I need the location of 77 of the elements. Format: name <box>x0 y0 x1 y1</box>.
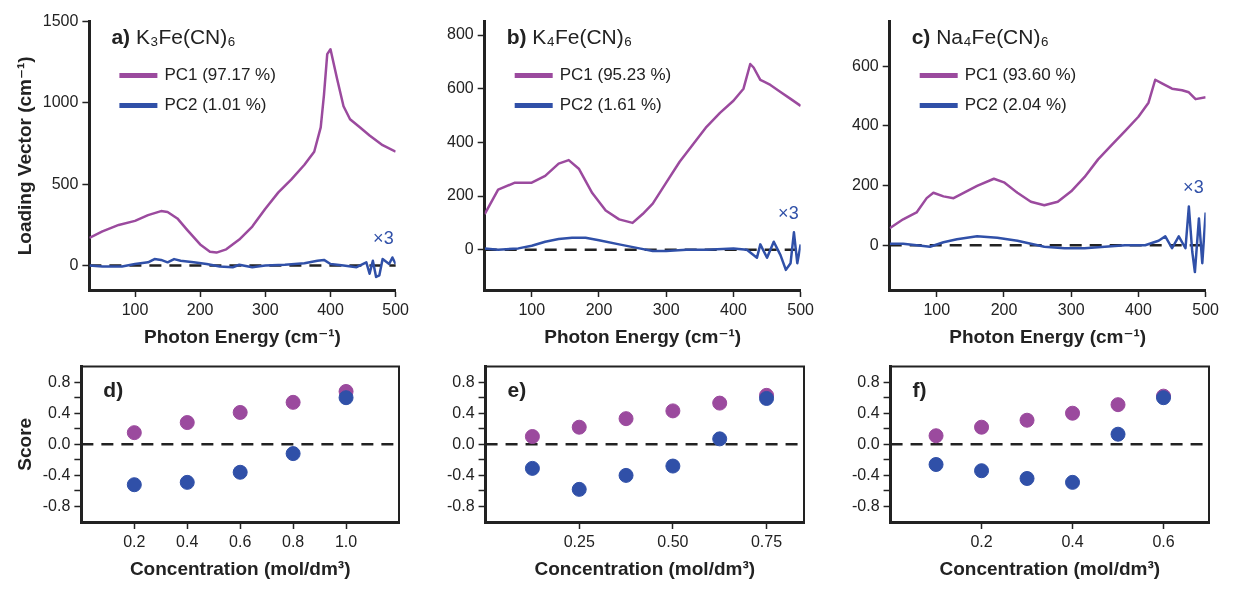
annotation: ×3 <box>778 203 799 224</box>
x-axis-title: Photon Energy (cm⁻¹) <box>144 325 341 347</box>
x-tick-label: 200 <box>186 301 214 319</box>
annotation: ×3 <box>1183 177 1204 198</box>
y-tick-label: -0.8 <box>851 496 880 514</box>
x-axis-title: Photon Energy (cm⁻¹) <box>949 325 1147 347</box>
chart-title: a) K₃Fe(CN)₆ <box>111 24 236 48</box>
y-axis-title: Score <box>13 417 35 471</box>
x-tick-label: 0.6 <box>229 533 252 551</box>
x-axis-title: Concentration (mol/dm³) <box>129 557 351 579</box>
y-axis-title: Loading Vector (cm⁻¹) <box>13 56 35 256</box>
y-tick-label: 800 <box>446 25 474 43</box>
x-tick-label: 100 <box>121 301 149 319</box>
x-tick-label: 0.4 <box>1061 533 1084 551</box>
y-tick-label: -0.4 <box>446 465 475 483</box>
x-tick-label: 500 <box>382 301 410 319</box>
x-tick-label: 300 <box>251 301 279 319</box>
legend-label: PC2 (1.01 %) <box>164 95 267 115</box>
y-tick-label: -0.8 <box>42 496 71 514</box>
y-tick-label: 600 <box>446 79 474 97</box>
x-axis-title: Concentration (mol/dm³) <box>939 557 1161 579</box>
text: f) <box>912 377 927 401</box>
y-tick-label: 0.0 <box>48 434 71 452</box>
text: d) <box>103 377 124 401</box>
x-tick-label: 500 <box>1192 301 1220 319</box>
x-tick-label: 0.4 <box>176 533 199 551</box>
x-tick-label: 100 <box>923 301 951 319</box>
y-tick-label: -0.4 <box>851 465 880 483</box>
y-tick-label: 500 <box>51 174 79 192</box>
y-tick-label: 200 <box>446 186 474 204</box>
x-tick-label: 400 <box>1125 301 1152 319</box>
legend-label: PC2 (2.04 %) <box>964 95 1067 115</box>
x-tick-label: 0.75 <box>750 533 783 551</box>
y-tick-label: 0 <box>69 256 79 274</box>
x-tick-label: 0.25 <box>563 533 595 551</box>
y-tick-label: 200 <box>851 176 879 194</box>
x-tick-label: 0.2 <box>970 533 993 551</box>
y-tick-label: 600 <box>851 56 879 74</box>
y-tick-label: 0.4 <box>48 403 71 421</box>
legend-label: PC2 (1.61 %) <box>559 95 662 115</box>
y-tick-label: 0.4 <box>452 403 475 421</box>
y-tick-label: 0 <box>464 240 474 258</box>
y-tick-label: 0.8 <box>48 372 71 390</box>
x-tick-label: 200 <box>990 301 1018 319</box>
x-tick-label: 300 <box>652 301 680 319</box>
legend-label: PC1 (95.23 %) <box>559 65 672 85</box>
x-axis-title: Concentration (mol/dm³) <box>534 557 756 579</box>
y-tick-label: 0.4 <box>857 403 880 421</box>
y-tick-label: 0 <box>869 235 879 253</box>
x-axis-title: Photon Energy (cm⁻¹) <box>544 325 742 347</box>
y-tick-label: 0.0 <box>452 434 475 452</box>
y-tick-label: 400 <box>851 116 879 134</box>
annotation: ×3 <box>373 228 394 249</box>
x-tick-label: 400 <box>720 301 747 319</box>
y-tick-label: 0.0 <box>857 434 880 452</box>
x-tick-label: 100 <box>518 301 546 319</box>
x-tick-label: 0.2 <box>123 533 146 551</box>
x-tick-label: 400 <box>317 301 344 319</box>
y-tick-label: 0.8 <box>452 372 475 390</box>
chart-title: b) K₄Fe(CN)₆ <box>506 24 633 48</box>
y-tick-label: 0.8 <box>857 372 880 390</box>
x-tick-label: 500 <box>787 301 815 319</box>
x-tick-label: 0.50 <box>657 533 689 551</box>
y-tick-label: 1000 <box>42 93 79 111</box>
x-tick-label: 0.8 <box>282 533 305 551</box>
legend-label: PC1 (97.17 %) <box>164 65 276 85</box>
legend-label: PC1 (93.60 %) <box>964 65 1077 85</box>
y-tick-label: 1500 <box>42 12 79 30</box>
y-tick-label: -0.4 <box>42 465 71 483</box>
x-tick-label: 200 <box>585 301 613 319</box>
x-tick-label: 1.0 <box>334 533 358 551</box>
y-tick-label: -0.8 <box>446 496 475 514</box>
y-tick-label: 400 <box>446 132 474 150</box>
x-tick-label: 0.6 <box>1152 533 1175 551</box>
x-tick-label: 300 <box>1057 301 1085 319</box>
chart-title: c) Na₄Fe(CN)₆ <box>911 24 1049 48</box>
text: e) <box>507 377 527 401</box>
